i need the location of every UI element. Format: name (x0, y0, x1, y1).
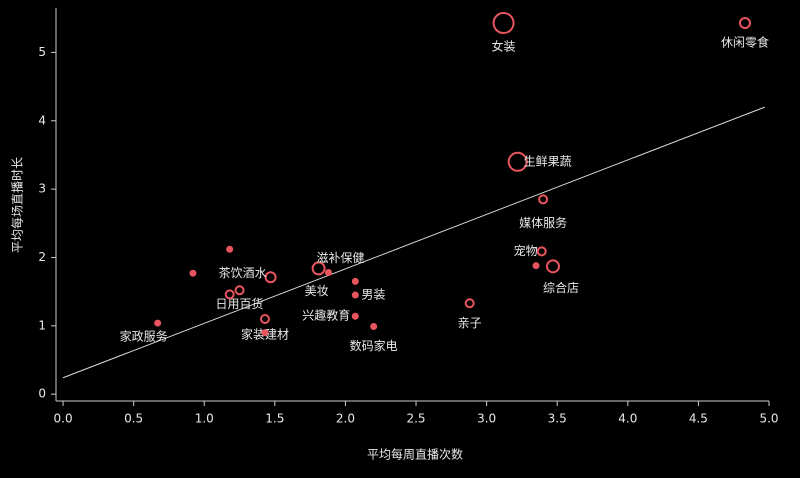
point-label: 美妆 (305, 284, 329, 298)
bubble (154, 319, 162, 327)
bubble (492, 12, 515, 35)
y-axis-label: 平均每场直播时长 (10, 157, 25, 253)
point-label: 日用百货 (216, 296, 264, 311)
x-tick-label: 1.0 (195, 412, 214, 426)
bubble (261, 329, 269, 337)
point-label: 媒体服务 (519, 215, 567, 230)
bubble (224, 289, 235, 300)
y-tick-label: 4 (38, 113, 46, 127)
bubble (234, 285, 245, 296)
x-tick-label: 3.5 (548, 412, 567, 426)
y-tick-label: 3 (38, 182, 46, 196)
x-tick-label: 5.0 (759, 412, 778, 426)
bubble (545, 259, 560, 274)
bubble (351, 291, 359, 299)
y-tick-label: 1 (38, 318, 46, 332)
point-label: 兴趣教育 (302, 308, 350, 323)
x-tick-label: 2.0 (336, 412, 355, 426)
y-tick-label: 2 (38, 250, 46, 264)
point-label: 滋补保健 (316, 251, 364, 265)
bubble (324, 269, 332, 277)
point-label: 生鲜果蔬 (524, 154, 572, 168)
x-tick-label: 4.0 (618, 412, 637, 426)
bubble (351, 312, 359, 320)
x-axis-label: 平均每周直播次数 (367, 447, 463, 462)
bubble (464, 298, 475, 309)
x-tick-label: 3.0 (477, 412, 496, 426)
point-label: 家政服务 (120, 329, 168, 344)
x-tick-label: 4.5 (689, 412, 708, 426)
point-label: 数码家电 (350, 338, 398, 353)
point-label: 宠物 (514, 243, 538, 258)
trend-line (62, 106, 765, 379)
bubble (370, 323, 378, 331)
bubble (532, 262, 540, 270)
x-tick-label: 1.5 (265, 412, 284, 426)
point-label: 亲子 (458, 316, 482, 330)
point-label: 休闲零食 (721, 35, 769, 50)
bubble (351, 277, 359, 285)
bubble (226, 245, 234, 253)
x-tick-label: 0.0 (54, 412, 73, 426)
x-tick-label: 2.5 (406, 412, 425, 426)
bubble (538, 194, 549, 205)
bubble (311, 261, 326, 276)
bubble (536, 246, 547, 257)
y-tick-label: 5 (38, 45, 46, 59)
x-tick-label: 0.5 (124, 412, 143, 426)
y-tick-label: 0 (38, 387, 46, 401)
bubble (738, 17, 751, 30)
point-label: 茶饮酒水 (219, 265, 267, 280)
point-label: 综合店 (543, 280, 579, 295)
bubble (189, 269, 197, 277)
point-label: 男装 (361, 288, 385, 302)
bubble (507, 151, 528, 172)
point-label: 女装 (492, 39, 516, 54)
bubble (259, 313, 270, 324)
bubble (264, 271, 277, 284)
